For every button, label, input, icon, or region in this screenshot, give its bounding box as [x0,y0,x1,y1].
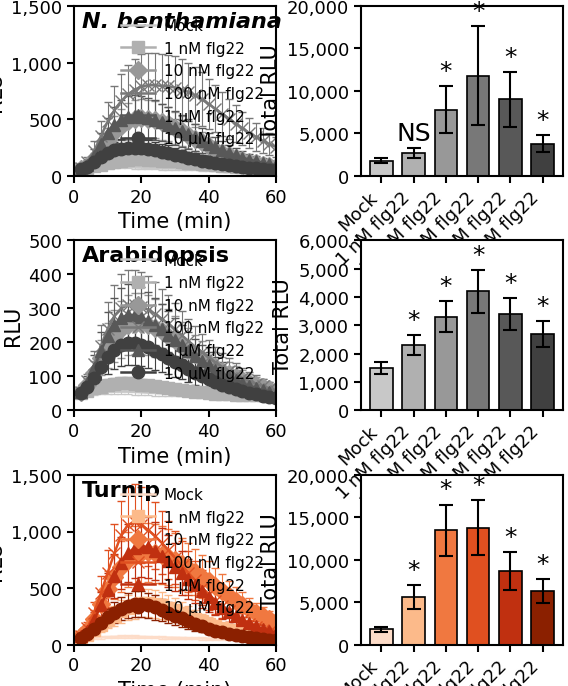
Bar [370,368,392,411]
Text: Arabidopsis: Arabidopsis [82,246,229,266]
Text: *: * [439,60,452,84]
Bar [466,528,488,645]
Text: Turnip: Turnip [82,480,161,500]
Bar [466,76,488,176]
X-axis label: Time (min): Time (min) [118,446,231,466]
Text: *: * [503,272,516,296]
Y-axis label: Total RLU: Total RLU [272,278,292,374]
X-axis label: Time (min): Time (min) [118,680,231,686]
Bar [402,598,424,645]
X-axis label: Time (min): Time (min) [118,212,231,232]
Bar [434,110,457,176]
Bar [402,154,424,176]
Bar [531,144,553,176]
Text: *: * [536,109,548,133]
Text: *: * [407,309,419,333]
Y-axis label: Total RLU: Total RLU [261,512,281,608]
Text: *: * [471,0,484,24]
Text: *: * [471,473,484,497]
Text: NS: NS [396,121,431,145]
Text: *: * [407,558,419,582]
Bar [434,530,457,645]
Bar [531,591,553,645]
Text: *: * [536,552,548,576]
Bar [498,571,521,645]
Bar [434,318,457,411]
Legend: Mock, 1 nM flg22, 10 nM flg22, 100 nM flg22, 1 μM flg22, 10 μM flg22: Mock, 1 nM flg22, 10 nM flg22, 100 nM fl… [116,14,268,152]
Bar [531,334,553,411]
Bar [370,161,392,176]
Y-axis label: Total RLU: Total RLU [261,44,281,139]
Bar [402,346,424,411]
Y-axis label: RLU: RLU [0,540,6,580]
Bar [498,315,521,411]
Text: N. benthamiana: N. benthamiana [82,12,282,32]
Bar [370,630,392,645]
Bar [498,100,521,176]
Y-axis label: RLU: RLU [3,306,23,346]
Legend: Mock, 1 nM flg22, 10 nM flg22, 100 nM flg22, 1 μM flg22, 10 μM flg22: Mock, 1 nM flg22, 10 nM flg22, 100 nM fl… [116,248,268,386]
Y-axis label: RLU: RLU [0,71,6,112]
Bar [466,292,488,411]
Legend: Mock, 1 nM flg22, 10 nM flg22, 100 nM flg22, 1 μM flg22, 10 μM flg22: Mock, 1 nM flg22, 10 nM flg22, 100 nM fl… [116,483,268,620]
Text: *: * [471,244,484,268]
Text: *: * [503,525,516,549]
Text: *: * [439,275,452,299]
Text: *: * [439,478,452,501]
Text: *: * [503,46,516,70]
Text: *: * [536,294,548,318]
